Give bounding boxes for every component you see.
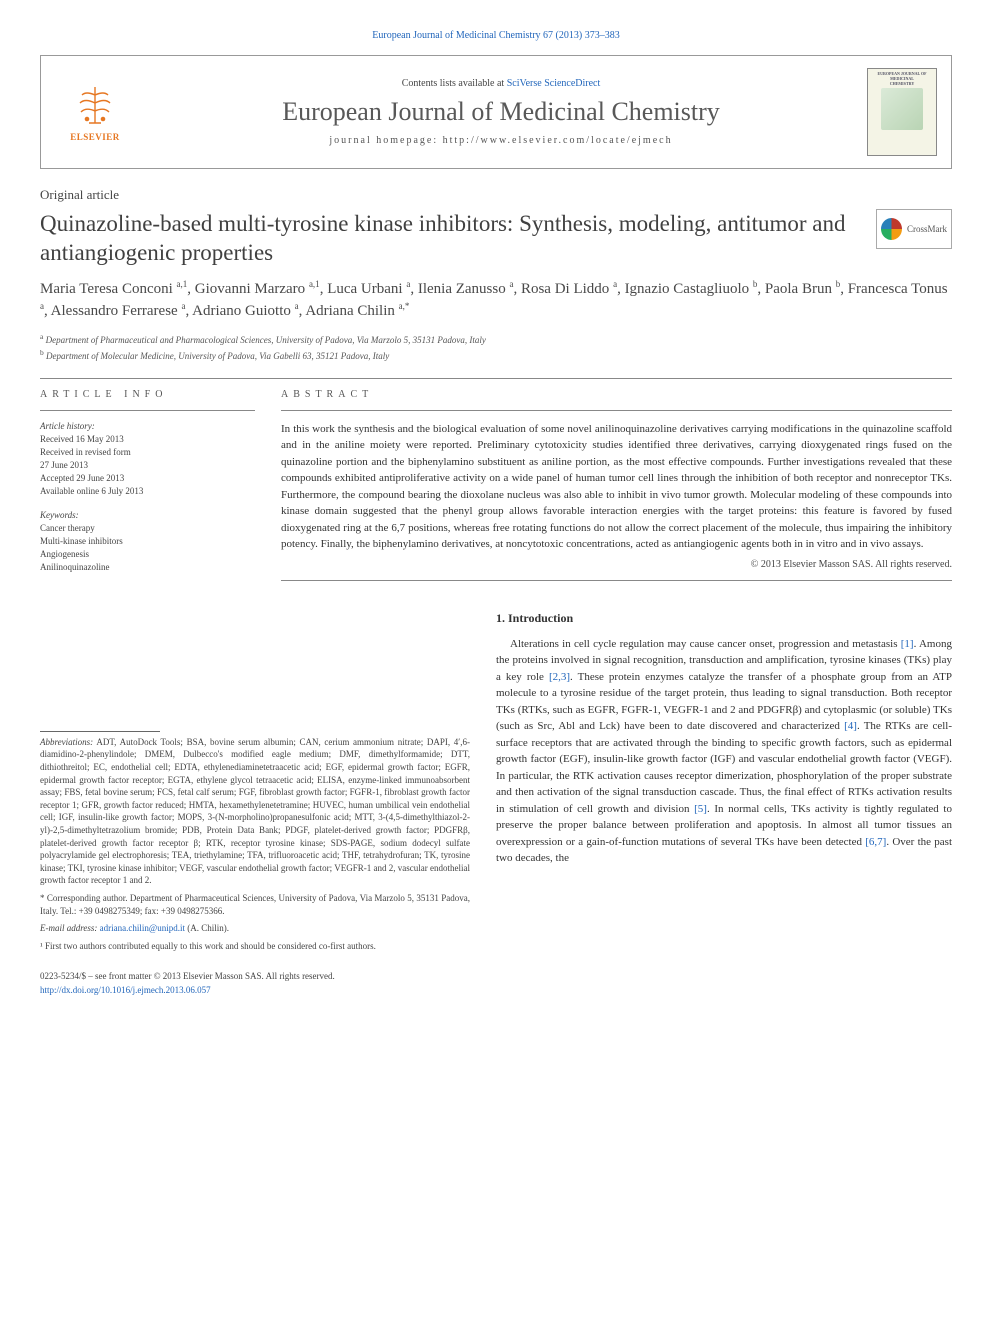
keyword: Angiogenesis — [40, 548, 255, 561]
article-info-heading: ARTICLE INFO — [40, 389, 255, 400]
top-citation[interactable]: European Journal of Medicinal Chemistry … — [40, 30, 952, 41]
keywords-label: Keywords: — [40, 510, 255, 520]
footnote-separator — [40, 731, 160, 732]
history-line: Received 16 May 2013 — [40, 433, 255, 446]
separator — [281, 410, 952, 411]
crossmark-label: CrossMark — [907, 224, 947, 234]
history-line: Received in revised form — [40, 446, 255, 459]
doi-link[interactable]: http://dx.doi.org/10.1016/j.ejmech.2013.… — [40, 984, 470, 998]
abbrev-text: ADT, AutoDock Tools; BSA, bovine serum a… — [40, 737, 470, 886]
cover-graphic — [881, 88, 923, 130]
article-type: Original article — [40, 187, 952, 203]
crossmark-icon — [881, 218, 902, 240]
history-line: 27 June 2013 — [40, 459, 255, 472]
corresponding-author-footnote: * Corresponding author. Department of Ph… — [40, 892, 470, 917]
abbreviations-footnote: Abbreviations: ADT, AutoDock Tools; BSA,… — [40, 736, 470, 887]
header-center: Contents lists available at SciVerse Sci… — [135, 78, 867, 146]
elsevier-logo[interactable]: ELSEVIER — [55, 72, 135, 152]
abstract-text: In this work the synthesis and the biolo… — [281, 421, 952, 553]
article-info-block: ARTICLE INFO Article history: Received 1… — [40, 389, 255, 591]
crossmark-badge[interactable]: CrossMark — [876, 209, 952, 249]
email-who: (A. Chilin). — [187, 923, 229, 933]
cover-text: EUROPEAN JOURNAL OFMEDICINALCHEMISTRY — [877, 72, 926, 86]
history-line: Available online 6 July 2013 — [40, 485, 255, 498]
keyword: Multi-kinase inhibitors — [40, 535, 255, 548]
separator — [40, 410, 255, 411]
section-heading-intro: 1. Introduction — [496, 611, 952, 626]
abstract-block: ABSTRACT In this work the synthesis and … — [281, 389, 952, 591]
keyword: Anilinoquinazoline — [40, 561, 255, 574]
elsevier-wordmark: ELSEVIER — [70, 132, 120, 142]
history-label: Article history: — [40, 421, 255, 431]
sciencedirect-link[interactable]: SciVerse ScienceDirect — [507, 78, 601, 89]
history-line: Accepted 29 June 2013 — [40, 472, 255, 485]
bottom-matter: 0223-5234/$ – see front matter © 2013 El… — [40, 970, 470, 997]
journal-title: European Journal of Medicinal Chemistry — [135, 97, 867, 127]
separator — [281, 580, 952, 581]
journal-header: ELSEVIER Contents lists available at Sci… — [40, 55, 952, 169]
contents-line: Contents lists available at SciVerse Sci… — [135, 78, 867, 89]
email-link[interactable]: adriana.chilin@unipd.it — [100, 923, 185, 933]
abstract-heading: ABSTRACT — [281, 389, 952, 400]
journal-cover-thumbnail[interactable]: EUROPEAN JOURNAL OFMEDICINALCHEMISTRY — [867, 68, 937, 156]
abstract-copyright: © 2013 Elsevier Masson SAS. All rights r… — [281, 559, 952, 570]
email-footnote: E-mail address: adriana.chilin@unipd.it … — [40, 922, 470, 935]
article-title: Quinazoline-based multi-tyrosine kinase … — [40, 209, 856, 268]
footnotes-column: Abbreviations: ADT, AutoDock Tools; BSA,… — [40, 611, 470, 998]
affiliation-b: Department of Molecular Medicine, Univer… — [46, 351, 389, 361]
body-column: 1. Introduction Alterations in cell cycl… — [496, 611, 952, 998]
authors-list: Maria Teresa Conconi a,1, Giovanni Marza… — [40, 278, 952, 323]
cofirst-footnote: ¹ First two authors contributed equally … — [40, 940, 470, 953]
affiliations: a Department of Pharmaceutical and Pharm… — [40, 331, 952, 364]
affiliation-a: Department of Pharmaceutical and Pharmac… — [46, 335, 486, 345]
issn-line: 0223-5234/$ – see front matter © 2013 El… — [40, 970, 470, 984]
keyword: Cancer therapy — [40, 522, 255, 535]
journal-homepage[interactable]: journal homepage: http://www.elsevier.co… — [135, 135, 867, 146]
elsevier-tree-icon — [72, 83, 118, 129]
intro-text: Alterations in cell cycle regulation may… — [496, 636, 952, 867]
email-label: E-mail address: — [40, 923, 97, 933]
separator — [40, 378, 952, 379]
contents-prefix: Contents lists available at — [402, 78, 507, 89]
abbrev-label: Abbreviations: — [40, 737, 93, 747]
